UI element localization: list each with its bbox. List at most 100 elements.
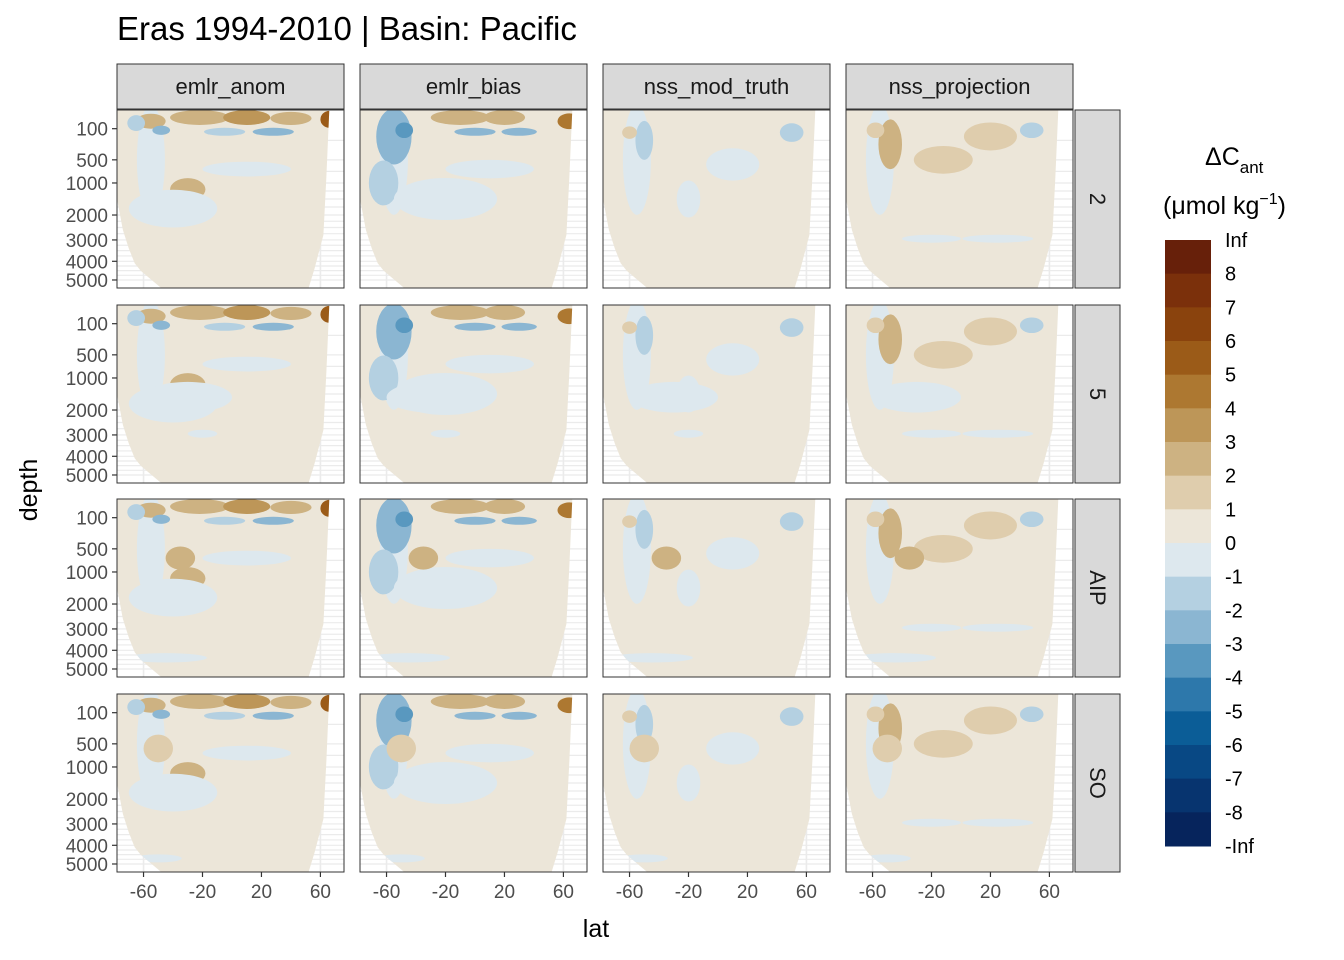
legend-swatch [1165,341,1211,376]
section-field [846,305,1059,483]
field-contour [270,306,312,320]
x-tick-label: -20 [918,882,945,903]
legend-label: -2 [1225,600,1243,622]
x-tick-label: 60 [1039,882,1060,903]
field-contour [916,429,947,438]
field-contour [1019,317,1044,334]
field-contour [203,711,246,720]
legend-swatch [1165,509,1211,544]
field-contour [913,340,973,369]
legend-label: 0 [1225,533,1236,555]
field-contour [872,381,961,413]
field-contour [483,694,526,709]
field-contour [963,122,1017,151]
section-field [846,499,1059,677]
section-field [603,499,816,677]
field-contour [368,160,399,206]
field-contour [252,127,294,136]
panel-emlr_bias-2 [359,109,588,289]
panel-border [602,109,831,289]
field-contour [170,499,230,514]
legend-label: 1 [1225,499,1236,521]
x-axes: -60 -20 20 60 -60 -20 20 60 -60 -20 20 60 -60 -20 20 60 [130,872,1060,903]
legend-label: -3 [1225,634,1243,656]
field-contour [501,711,537,720]
field-contour [430,305,490,320]
field-contour [454,127,496,136]
field-contour [963,706,1017,735]
legend-swatch [1165,240,1211,275]
facet-strip-nss_mod_truth [602,63,831,110]
field-contour [878,314,903,365]
field-contour [622,321,637,334]
field-contour [395,511,414,528]
field-contour [223,694,271,709]
panel-border [359,693,588,873]
legend-swatch [1165,610,1211,645]
y-tick-label: 500 [76,151,108,172]
section-field [603,110,816,288]
field-contour [395,706,414,723]
field-contour [127,699,146,716]
field-contour [878,508,903,559]
field-contour [203,127,246,136]
panel-emlr_bias-SO [359,693,588,873]
colorbar-legend: ΔCant (μmol kg−1) Inf 8 7 6 5 4 3 2 1 0 -1 -2 -3 -4 -5… [1163,143,1286,858]
facet-strip-emlr_anom [116,63,345,110]
field-contour [270,695,312,709]
field-contour [386,381,475,413]
y-tick-label: 5000 [66,466,108,487]
facet-grid: emlr_anom emlr_bias nss_mod_truth nss_proje… [116,63,1121,873]
legend-title: ΔCant [1205,143,1264,177]
field-contour [878,119,903,170]
y-tick-label: 4000 [66,641,108,662]
panel-emlr_bias-AIP [359,498,588,678]
field-contour [395,317,414,334]
section-field [846,110,1059,288]
field-contour [376,110,412,165]
legend-swatch [1165,442,1211,477]
legend-label: 8 [1225,264,1236,286]
section-field [117,694,330,872]
section-field [360,305,573,483]
legend-swatch [1165,576,1211,611]
field-contour [124,653,207,663]
y-tick-label: 2000 [66,206,108,227]
legend-swatch [1165,644,1211,679]
row-strip-label: AIP [1085,570,1110,605]
y-tick-label: 100 [76,509,108,530]
x-axis-title: lat [583,915,609,943]
panel-emlr_bias-5 [359,304,588,484]
field-contour [557,502,573,519]
field-contour [430,694,490,709]
field-contour [622,126,637,139]
legend-label: -6 [1225,735,1243,757]
field-contour [676,569,701,607]
field-contour [376,499,412,554]
legend-swatch [1165,475,1211,510]
field-contour [368,355,399,401]
section-field [846,694,1059,872]
field-contour [445,548,534,568]
facet-strip-label: emlr_bias [426,74,521,99]
field-contour [152,514,171,524]
field-contour [128,189,218,228]
panel-border [359,304,588,484]
x-tick-label: -60 [616,882,643,903]
field-contour [270,500,312,514]
x-tick-label: -20 [189,882,216,903]
y-tick-label: 5000 [66,855,108,876]
field-contour [203,516,246,525]
section-field [360,110,573,288]
y-tick-label: 500 [76,346,108,367]
row-strip-label: SO [1085,767,1110,799]
field-contour [635,509,654,549]
y-tick-label: 2000 [66,595,108,616]
legend-label: Inf [1225,230,1248,252]
field-contour [128,578,218,617]
x-tick-label: 20 [737,882,758,903]
x-tick-label: -60 [373,882,400,903]
field-contour [223,499,271,514]
field-contour [676,764,701,802]
facet-strip-nss_projection [845,63,1074,110]
